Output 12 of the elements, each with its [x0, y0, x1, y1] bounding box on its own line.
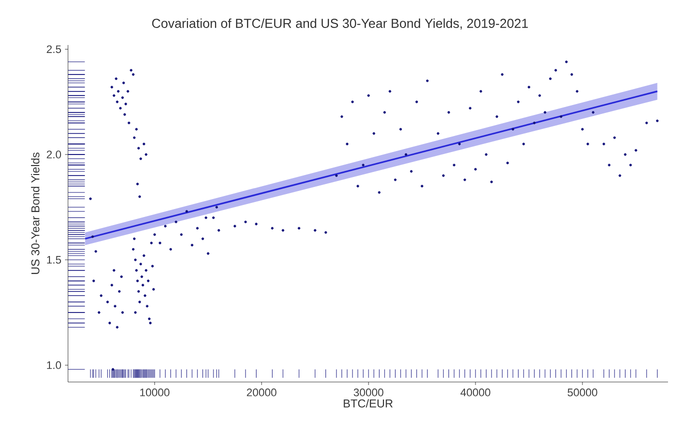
- x-tick-label: 30000: [354, 388, 384, 396]
- y-tick-label: 2.0: [46, 150, 62, 158]
- x-tick-label: 10000: [140, 388, 170, 396]
- x-tick-label: 50000: [568, 388, 598, 396]
- y-axis-title: US 30-Year Bond Yields: [30, 152, 40, 274]
- x-axis-title: BTC/EUR: [344, 399, 393, 408]
- x-tick-label: 40000: [460, 388, 490, 396]
- y-tick-label: 1.5: [47, 256, 62, 264]
- x-tick-label: 20000: [246, 388, 276, 396]
- chart-title: Covariation of BTC/EUR and US 30-Year Bond Yields, 2019-2021: [152, 18, 528, 30]
- y-tick-label: 2.5: [46, 45, 62, 54]
- y-tick-label: 1.0: [47, 361, 62, 370]
